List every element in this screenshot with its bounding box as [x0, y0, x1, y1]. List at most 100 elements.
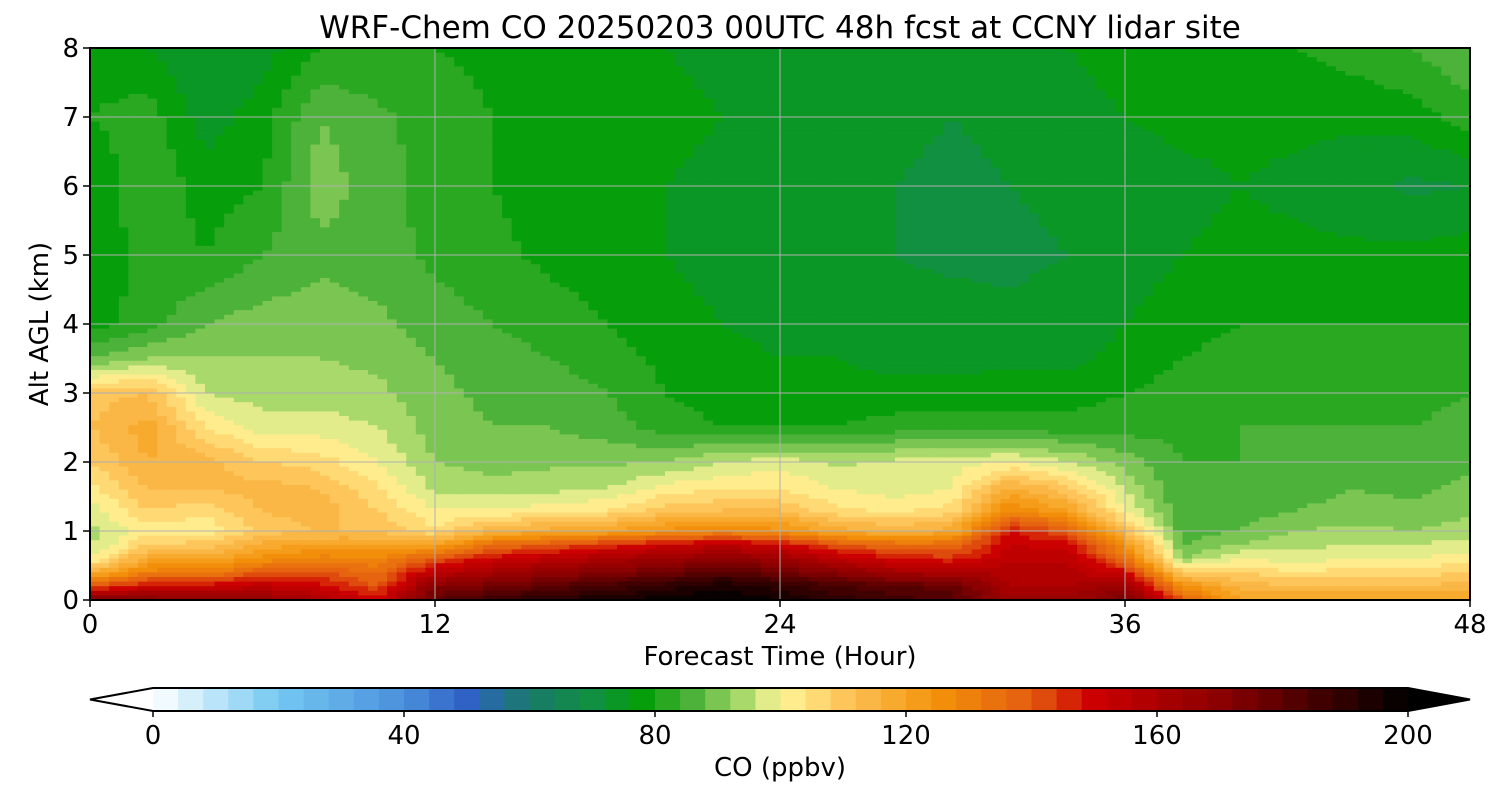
- heatmap-cell: [550, 167, 561, 173]
- heatmap-cell: [1297, 190, 1308, 196]
- heatmap-cell: [214, 158, 225, 164]
- heatmap-cell: [396, 153, 407, 159]
- heatmap-cell: [320, 190, 331, 196]
- heatmap-cell: [1019, 66, 1030, 72]
- heatmap-cell: [712, 130, 724, 136]
- heatmap-cell: [942, 181, 954, 187]
- heatmap-cell: [415, 135, 427, 141]
- heatmap-cell: [703, 167, 714, 173]
- heatmap-cell: [1163, 167, 1174, 173]
- heatmap-cell: [1057, 84, 1069, 90]
- heatmap-cell: [463, 190, 474, 196]
- heatmap-cell: [205, 195, 216, 201]
- heatmap-cell: [1057, 112, 1069, 118]
- heatmap-cell: [1192, 195, 1203, 201]
- heatmap-cell: [770, 126, 781, 132]
- heatmap-cell: [942, 153, 954, 159]
- heatmap-cell: [875, 195, 887, 201]
- heatmap-cell: [109, 163, 120, 169]
- heatmap-cell: [1278, 172, 1289, 178]
- heatmap-cell: [377, 126, 388, 132]
- heatmap-cell: [90, 140, 101, 146]
- heatmap-cell: [396, 89, 407, 95]
- heatmap-cell: [971, 57, 982, 63]
- heatmap-cell: [684, 130, 695, 136]
- heatmap-cell: [492, 144, 503, 150]
- heatmap-cell: [1287, 121, 1299, 127]
- heatmap-cell: [185, 71, 197, 77]
- heatmap-cell: [799, 112, 810, 118]
- heatmap-cell: [1115, 172, 1126, 178]
- heatmap-cell: [195, 135, 206, 141]
- heatmap-cell: [415, 107, 427, 113]
- heatmap-cell: [971, 186, 982, 192]
- heatmap-cell: [118, 112, 129, 118]
- heatmap-cell: [799, 84, 810, 90]
- heatmap-cell: [1115, 117, 1126, 123]
- heatmap-cell: [617, 163, 628, 169]
- heatmap-cell: [895, 89, 906, 95]
- heatmap-cell: [300, 57, 312, 63]
- heatmap-cell: [1038, 144, 1049, 150]
- heatmap-cell: [617, 84, 628, 90]
- heatmap-cell: [1268, 98, 1279, 104]
- heatmap-cell: [310, 140, 321, 146]
- heatmap-cell: [387, 181, 398, 187]
- heatmap-cell: [1086, 103, 1097, 109]
- heatmap-cell: [425, 181, 436, 187]
- heatmap-cell: [1115, 190, 1126, 196]
- heatmap-cell: [435, 195, 446, 201]
- heatmap-cell: [770, 149, 781, 155]
- heatmap-cell: [1278, 163, 1289, 169]
- heatmap-cell: [377, 172, 388, 178]
- heatmap-cell: [578, 172, 589, 178]
- heatmap-cell: [885, 112, 896, 118]
- heatmap-cell: [588, 52, 599, 58]
- heatmap-cell: [1412, 80, 1423, 86]
- heatmap-cell: [137, 130, 149, 136]
- heatmap-cell: [281, 75, 292, 81]
- heatmap-cell: [789, 199, 800, 205]
- heatmap-cell: [1125, 89, 1136, 95]
- heatmap-cell: [1172, 94, 1184, 100]
- heatmap-cell: [617, 190, 628, 196]
- heatmap-cell: [109, 172, 120, 178]
- heatmap-cell: [1460, 66, 1471, 72]
- heatmap-cell: [272, 71, 283, 77]
- heatmap-cell: [272, 84, 283, 90]
- heatmap-cell: [1048, 89, 1059, 95]
- heatmap-cell: [569, 149, 580, 155]
- heatmap-cell: [1364, 52, 1375, 58]
- heatmap-cell: [118, 57, 129, 63]
- heatmap-cell: [1249, 94, 1260, 100]
- heatmap-cell: [195, 158, 206, 164]
- heatmap-cell: [559, 176, 570, 182]
- heatmap-cell: [942, 176, 954, 182]
- heatmap-cell: [1450, 94, 1462, 100]
- heatmap-cell: [1278, 98, 1289, 104]
- heatmap-cell: [415, 149, 427, 155]
- heatmap-cell: [617, 140, 628, 146]
- heatmap-cell: [1134, 61, 1145, 67]
- heatmap-cell: [847, 112, 858, 118]
- heatmap-cell: [339, 98, 350, 104]
- heatmap-cell: [1259, 103, 1270, 109]
- heatmap-cell: [1230, 158, 1241, 164]
- heatmap-cell: [118, 126, 129, 132]
- heatmap-cell: [1000, 107, 1011, 113]
- heatmap-cell: [1412, 103, 1423, 109]
- heatmap-cell: [847, 144, 858, 150]
- heatmap-cell: [511, 57, 522, 63]
- heatmap-cell: [214, 176, 225, 182]
- heatmap-cell: [1259, 176, 1270, 182]
- heatmap-cell: [962, 195, 973, 201]
- heatmap-cell: [1077, 149, 1088, 155]
- heatmap-cell: [425, 48, 436, 54]
- heatmap-cell: [837, 149, 848, 155]
- heatmap-cell: [684, 144, 695, 150]
- heatmap-cell: [262, 71, 273, 77]
- heatmap-cell: [1163, 98, 1174, 104]
- heatmap-cell: [914, 121, 925, 127]
- heatmap-cell: [521, 144, 532, 150]
- heatmap-cell: [866, 89, 877, 95]
